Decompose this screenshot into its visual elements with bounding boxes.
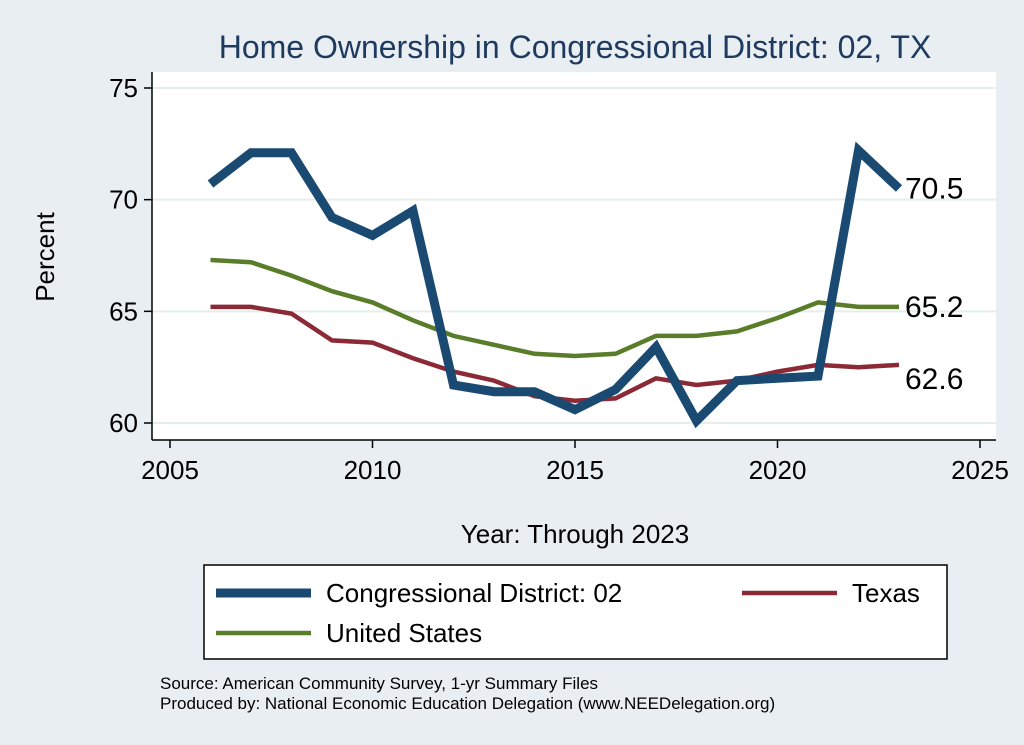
source-line-1: Source: American Community Survey, 1-yr … bbox=[160, 674, 598, 693]
x-tick-label: 2020 bbox=[749, 455, 807, 485]
y-tick-label: 75 bbox=[109, 73, 138, 103]
x-axis-title: Year: Through 2023 bbox=[461, 519, 689, 549]
gridlines bbox=[152, 87, 996, 424]
y-tick-label: 65 bbox=[109, 296, 138, 326]
x-tick-label: 2010 bbox=[344, 455, 402, 485]
y-tick-label: 70 bbox=[109, 185, 138, 215]
x-tick-label: 2005 bbox=[141, 455, 199, 485]
series-lines bbox=[207, 141, 903, 429]
series-line-united-states bbox=[210, 257, 899, 359]
end-label: 62.6 bbox=[905, 363, 963, 396]
x-tick-label: 2025 bbox=[951, 455, 1009, 485]
x-axis: 2005 2010 2015 2020 2025 bbox=[141, 439, 1009, 485]
legend-label: United States bbox=[326, 618, 482, 648]
y-tick-label: 60 bbox=[109, 408, 138, 438]
series-line-congressional-district-02 bbox=[207, 141, 903, 429]
x-tick-label: 2015 bbox=[546, 455, 604, 485]
chart-title: Home Ownership in Congressional District… bbox=[219, 29, 932, 65]
y-axis-title: Percent bbox=[30, 211, 60, 301]
legend-label: Texas bbox=[852, 578, 920, 608]
end-labels: 70.5 62.6 65.2 bbox=[905, 173, 963, 396]
end-label: 65.2 bbox=[905, 291, 963, 324]
y-axis: 60 65 70 75 bbox=[109, 72, 153, 440]
legend-box bbox=[203, 564, 948, 660]
plot-area bbox=[152, 72, 996, 440]
legend-label: Congressional District: 02 bbox=[326, 578, 622, 608]
end-label: 70.5 bbox=[905, 173, 963, 206]
legend: Congressional District: 02 Texas United St… bbox=[216, 578, 920, 648]
source-line-2: Produced by: National Economic Education… bbox=[160, 694, 775, 713]
